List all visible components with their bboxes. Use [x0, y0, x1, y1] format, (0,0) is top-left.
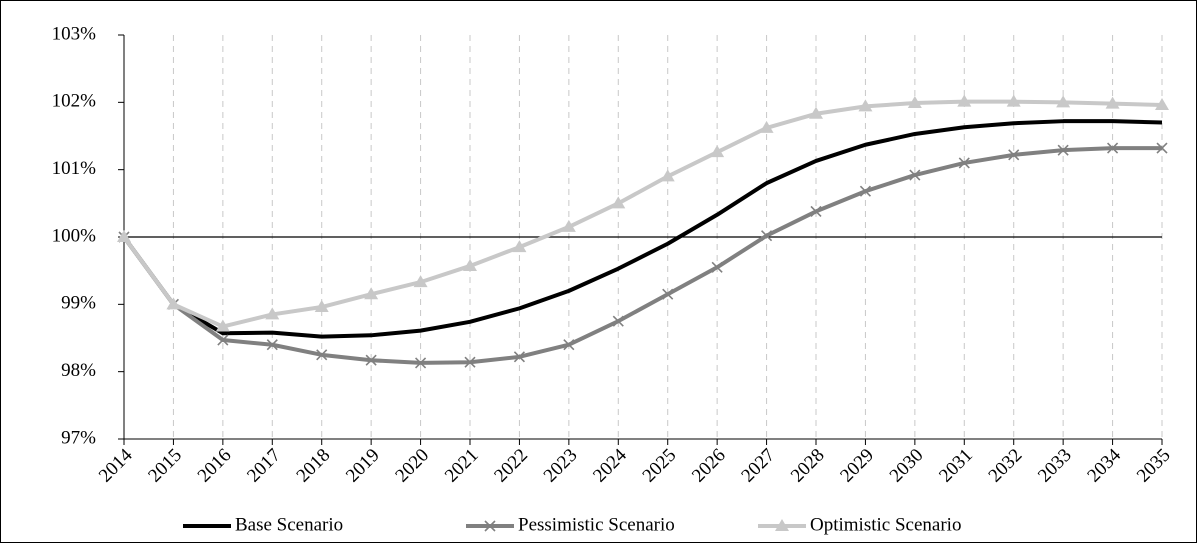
legend-label: Base Scenario [235, 514, 343, 535]
marker [1155, 98, 1169, 111]
marker [364, 287, 379, 300]
marker [561, 219, 576, 232]
legend-label: Pessimistic Scenario [518, 514, 675, 535]
marker [266, 339, 278, 351]
marker [215, 319, 230, 332]
marker [761, 230, 773, 242]
y-tick-label: 99% [61, 293, 96, 314]
marker [957, 94, 972, 107]
marker [217, 334, 229, 346]
marker [314, 300, 329, 313]
marker [117, 230, 131, 242]
marker [907, 96, 922, 109]
marker [859, 185, 871, 197]
marker [711, 261, 723, 273]
series-line [122, 146, 1162, 365]
marker [413, 275, 428, 288]
marker [662, 288, 674, 300]
marker [1156, 142, 1168, 154]
marker [809, 106, 823, 119]
marker [1056, 95, 1071, 108]
marker [1057, 144, 1069, 156]
marker [810, 205, 822, 217]
legend-label: Optimistic Scenario [810, 514, 961, 535]
marker [710, 145, 725, 158]
marker [775, 519, 789, 531]
series-line [122, 119, 1163, 339]
marker [513, 351, 525, 363]
y-tick-label: 98% [61, 360, 96, 381]
y-tick-label: 103% [52, 23, 97, 44]
marker [858, 99, 873, 112]
y-tick-label: 101% [52, 158, 97, 179]
marker [612, 315, 624, 327]
marker [759, 120, 774, 133]
marker [316, 349, 328, 361]
marker [265, 307, 280, 320]
marker [660, 169, 675, 182]
marker [415, 357, 427, 369]
marker [1107, 142, 1119, 154]
marker [1008, 149, 1020, 161]
y-tick-label: 97% [61, 427, 96, 448]
y-tick-label: 100% [52, 225, 97, 246]
series-line [122, 99, 1163, 329]
marker [611, 196, 626, 209]
marker [1105, 96, 1120, 109]
marker [958, 157, 970, 169]
marker [1006, 94, 1021, 107]
marker [166, 297, 181, 310]
marker [512, 240, 527, 253]
marker [484, 520, 496, 532]
marker [563, 339, 575, 351]
marker [365, 354, 377, 366]
marker [464, 356, 476, 368]
y-tick-label: 102% [52, 91, 97, 112]
marker [463, 258, 477, 271]
marker [909, 169, 921, 181]
